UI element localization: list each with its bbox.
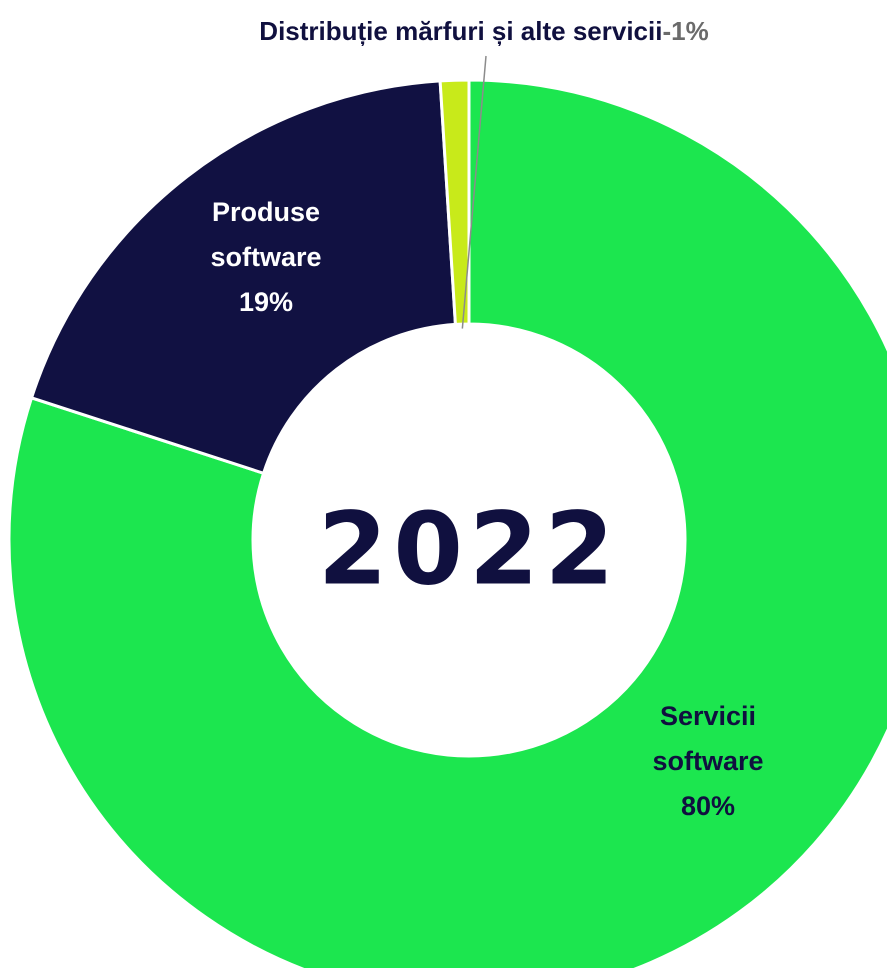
slice-label-percent: 80% — [681, 791, 735, 821]
slice-label-line: software — [210, 242, 321, 272]
slice-label-produse-software: Produse software 19% — [210, 197, 321, 317]
slice-produse-software — [29, 79, 458, 476]
slice-label-line: software — [652, 746, 763, 776]
slice-distributie-marfuri-si-alte-servicii — [438, 78, 471, 327]
slice-label-servicii-software: Servicii software 80% — [652, 701, 763, 821]
leader-line — [461, 55, 487, 329]
slice-label-percent: -1% — [662, 16, 708, 46]
slice-label-percent: 19% — [239, 287, 293, 317]
slice-label-name: Distribuție mărfuri și alte servicii — [259, 16, 662, 46]
slice-label-line: Produse — [212, 197, 320, 227]
slice-label-line: Servicii — [660, 701, 756, 731]
slice-label-distributie-marfuri-si-alte-servicii: Distribuție mărfuri și alte servicii-1% — [259, 16, 708, 46]
slice-servicii-software — [7, 78, 887, 968]
center-year-label: 2022 — [318, 490, 620, 607]
